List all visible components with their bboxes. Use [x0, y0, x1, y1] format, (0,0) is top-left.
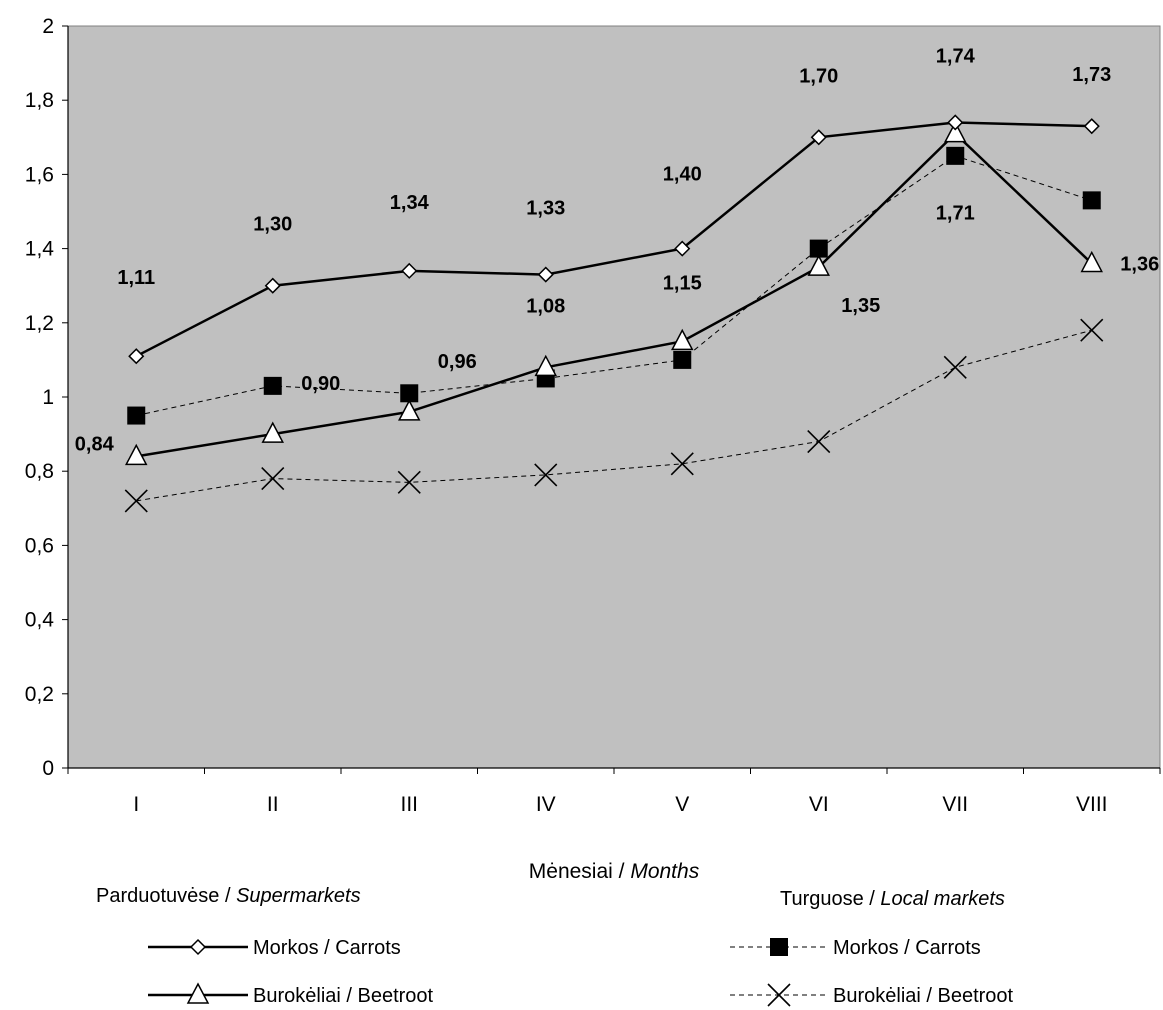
data-point-marker: [127, 406, 146, 425]
data-point-marker: [125, 443, 148, 466]
legend-swatch-marker: [767, 983, 791, 1007]
data-label-supermarket-beetroot: 1,71: [936, 203, 975, 225]
y-tick-label: 1,2: [25, 312, 54, 335]
data-point-marker: [946, 146, 965, 165]
data-point-marker: [401, 262, 418, 279]
data-point-marker: [264, 277, 281, 294]
data-point-marker: [670, 452, 694, 476]
x-axis-title: Mėnesiai / Months: [529, 860, 700, 883]
x-tick-label: VIII: [1076, 793, 1108, 816]
data-point-marker: [1080, 250, 1103, 273]
legend-swatch: [148, 982, 248, 1004]
data-point-marker: [1082, 191, 1101, 210]
series-line: [136, 329, 1092, 502]
data-point-marker: [124, 489, 148, 513]
data-point-marker: [809, 239, 828, 258]
x-tick-label: VII: [942, 793, 968, 816]
data-label-supermarket-beetroot: 0,96: [438, 351, 477, 373]
data-label-supermarket-carrots: 1,70: [799, 65, 838, 87]
series-line: [136, 131, 1093, 458]
data-point-marker: [537, 266, 554, 283]
legend-entry-local-beetroot: Burokėliai / Beetroot: [833, 985, 1014, 1007]
x-tick-label: IV: [536, 793, 556, 816]
data-point-marker: [674, 240, 691, 257]
legend-swatch: [730, 938, 828, 956]
data-label-supermarket-beetroot: 1,08: [526, 295, 565, 317]
y-tick-label: 0: [42, 757, 54, 780]
data-point-marker: [807, 254, 830, 276]
data-point-marker: [263, 376, 282, 395]
y-tick-label: 1,4: [25, 238, 55, 261]
x-tick-label: V: [675, 793, 689, 816]
x-tick-label: I: [133, 793, 139, 816]
y-tick-label: 0,8: [25, 460, 54, 483]
legend: Parduotuvėse / Supermarkets Turguose / L…: [96, 885, 1014, 1007]
y-tick-label: 0,4: [25, 609, 55, 632]
data-point-marker: [261, 467, 285, 491]
data-label-supermarket-carrots: 1,74: [936, 45, 976, 67]
series-line: [136, 155, 1092, 417]
data-labels: 1,11 1,30 1,34 1,33 1,40 1,70 1,74 1,73 0,84 0,90…: [75, 45, 1159, 455]
data-point-marker: [947, 114, 964, 131]
plot-area: [67, 25, 1161, 769]
legend-entry-supermarket-beetroot: Burokėliai / Beetroot: [253, 985, 434, 1007]
x-tick-label: III: [400, 793, 418, 816]
legend-swatch-marker: [189, 938, 207, 956]
legend-group-supermarkets-title: Parduotuvėse / Supermarkets: [96, 885, 361, 907]
data-point-marker: [1083, 118, 1100, 135]
data-point-marker: [671, 328, 694, 351]
series-line: [135, 121, 1092, 358]
x-tick-label: VI: [809, 793, 829, 816]
data-point-marker: [398, 399, 421, 421]
legend-entry-supermarket-carrots: Morkos / Carrots: [253, 937, 401, 959]
data-point-marker: [1080, 318, 1104, 342]
data-point-marker: [944, 120, 967, 143]
y-tick-label: 1,8: [25, 89, 54, 112]
y-tick-label: 0,2: [25, 683, 54, 706]
data-label-supermarket-beetroot: 0,84: [75, 433, 115, 455]
data-point-marker: [534, 354, 557, 377]
data-label-supermarket-carrots: 1,34: [390, 192, 430, 214]
data-point-marker: [807, 429, 831, 454]
data-point-marker: [534, 463, 558, 487]
y-tick-label: 1,6: [25, 163, 54, 186]
y-tick-label: 2: [42, 15, 54, 38]
y-tick-label: 1: [42, 386, 54, 409]
legend-swatch: [730, 983, 828, 1007]
data-label-supermarket-carrots: 1,11: [117, 267, 155, 289]
data-point-marker: [810, 129, 827, 146]
series-local-square: [127, 146, 1101, 425]
y-tick-label: 0,6: [25, 534, 54, 557]
data-point-marker: [673, 350, 692, 369]
series-layer: [124, 114, 1104, 513]
data-label-supermarket-carrots: 1,73: [1072, 64, 1111, 86]
data-label-supermarket-beetroot: 0,90: [301, 373, 340, 395]
legend-swatch-marker: [186, 982, 210, 1004]
legend-swatch: [148, 938, 248, 956]
data-point-marker: [400, 384, 419, 403]
legend-entry-local-carrots: Morkos / Carrots: [833, 937, 981, 959]
data-label-supermarket-carrots: 1,33: [526, 198, 565, 220]
legend-group-local-title: Turguose / Local markets: [780, 888, 1005, 910]
series-supermarkets-triangle: [125, 120, 1103, 466]
data-label-supermarket-beetroot: 1,15: [663, 272, 702, 294]
data-point-marker: [261, 421, 284, 443]
data-label-supermarket-carrots: 1,40: [663, 164, 702, 186]
series-supermarkets-diamond: [128, 114, 1100, 365]
axes: 00,20,40,60,811,21,41,61,82I II III IV V VI VI…: [25, 15, 1161, 816]
data-point-marker: [943, 355, 967, 379]
x-tick-label: II: [267, 793, 279, 816]
data-label-supermarket-beetroot: 1,35: [841, 295, 880, 317]
legend-swatch-marker: [770, 938, 788, 956]
data-label-supermarket-carrots: 1,30: [253, 214, 292, 236]
series-local-x: [124, 318, 1104, 513]
data-point-marker: [128, 348, 145, 365]
legend-items: [148, 938, 828, 1007]
data-point-marker: [397, 470, 421, 494]
data-label-supermarket-beetroot: 1,36: [1120, 253, 1159, 275]
